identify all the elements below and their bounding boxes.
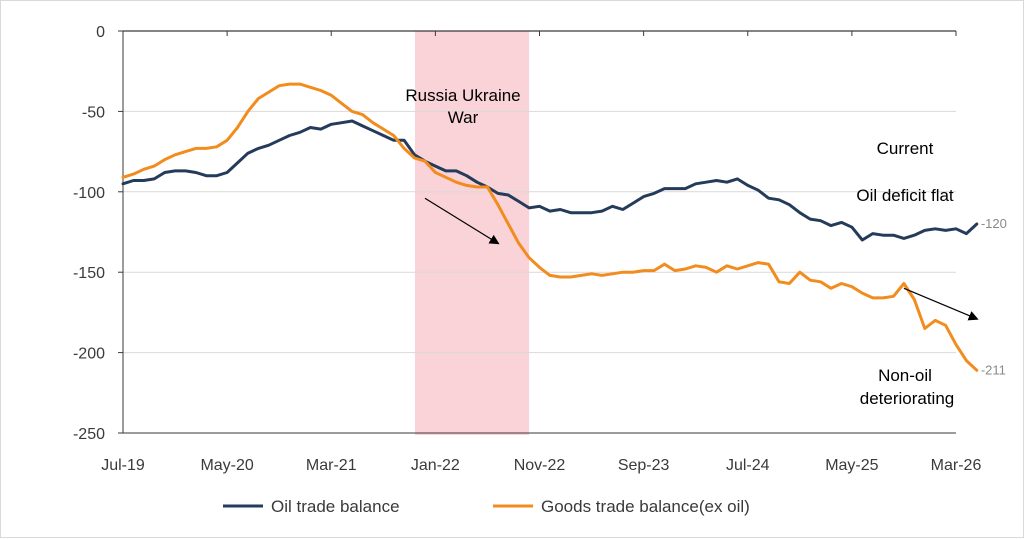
x-tick-label: Sep-23 [618, 457, 670, 474]
x-tick-label: May-20 [200, 457, 253, 474]
y-tick-label: -250 [73, 426, 105, 443]
current-label: Current [877, 139, 934, 158]
nonoil-label-line2: deteriorating [860, 389, 955, 408]
y-tick-label: -200 [73, 346, 105, 363]
war-shaded-region [414, 31, 530, 435]
war-label-line1: Russia Ukraine [405, 86, 520, 105]
x-tick-label: May-25 [825, 457, 878, 474]
x-tick-label: Mar-21 [306, 457, 357, 474]
x-tick-label: Jul-24 [726, 457, 770, 474]
legend-label-oil: Oil trade balance [271, 497, 400, 516]
war-arrow [424, 197, 500, 245]
x-tick-label: Nov-22 [514, 457, 566, 474]
series-line-goods [121, 82, 979, 372]
war-label-line2: War [448, 108, 479, 127]
legend-label-goods: Goods trade balance(ex oil) [541, 497, 750, 516]
end-label-oil: -120 [981, 216, 1007, 231]
y-tick-label: 0 [96, 24, 105, 41]
y-tick-label: -150 [73, 265, 105, 282]
x-tick-label: Jan-22 [411, 457, 460, 474]
nonoil-label-line1: Non-oil [878, 366, 932, 385]
x-tick-label: Mar-26 [931, 457, 982, 474]
x-tick-label: Jul-19 [101, 457, 145, 474]
current-arrow [903, 287, 979, 321]
y-tick-label: -100 [73, 185, 105, 202]
y-tick-label: -50 [82, 104, 105, 121]
series-line-oil [121, 119, 979, 242]
oil-flat-label: Oil deficit flat [856, 186, 954, 205]
end-label-goods: -211 [981, 362, 1006, 377]
